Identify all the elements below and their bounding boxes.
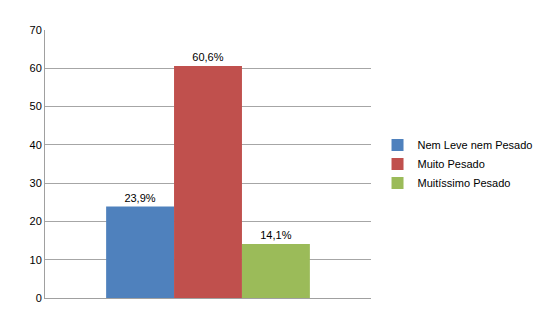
svg-text:Nem Leve nem Pesado: Nem Leve nem Pesado [418, 139, 533, 151]
svg-text:60: 60 [30, 62, 42, 74]
svg-text:30: 30 [30, 177, 42, 189]
svg-text:40: 40 [30, 139, 42, 151]
svg-text:70: 70 [30, 24, 42, 36]
svg-text:Muito Pesado: Muito Pesado [418, 158, 485, 170]
svg-text:14,1%: 14,1% [260, 229, 291, 241]
svg-text:60,6%: 60,6% [192, 51, 223, 63]
svg-text:23,9%: 23,9% [124, 192, 155, 204]
svg-text:50: 50 [30, 100, 42, 112]
svg-text:Muitíssimo Pesado: Muitíssimo Pesado [418, 177, 511, 189]
svg-text:10: 10 [30, 254, 42, 266]
svg-text:0: 0 [36, 292, 42, 304]
svg-text:20: 20 [30, 215, 42, 227]
